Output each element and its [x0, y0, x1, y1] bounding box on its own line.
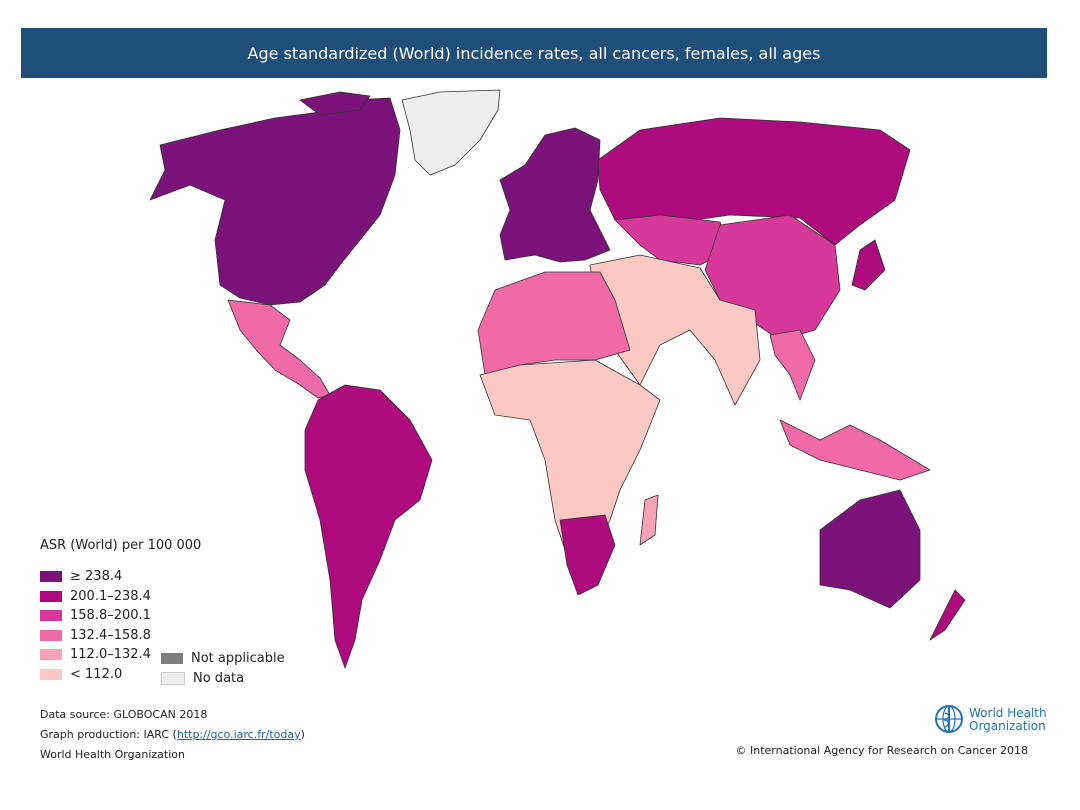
legend-swatch-1 [40, 571, 62, 583]
region-middle-east [589, 254, 761, 406]
who-emblem-icon [935, 705, 963, 733]
legend-swatch-2 [40, 590, 62, 602]
graph-production-prefix: Graph production: IARC ( [40, 728, 177, 741]
legend-item-4: 132.4–158.8 [40, 626, 201, 646]
legend-label-no-data: No data [193, 670, 245, 686]
legend-item-3: 158.8–200.1 [40, 606, 201, 626]
legend-label-not-applicable: Not applicable [191, 650, 285, 666]
legend-swatch-4 [40, 629, 62, 641]
map-title: Age standardized (World) incidence rates… [247, 43, 821, 63]
legend-item-2: 200.1–238.4 [40, 587, 201, 607]
region-south-america [304, 384, 433, 669]
region-north-america [149, 97, 401, 306]
region-sub-saharan-africa [479, 359, 661, 566]
legend-swatch-no-data [161, 671, 185, 685]
legend-item-1: ≥ 238.4 [40, 567, 201, 587]
region-indonesia [779, 419, 931, 481]
legend-swatch-6 [40, 668, 62, 680]
iarc-link[interactable]: http://gco.iarc.fr/today [176, 728, 301, 741]
region-australia [819, 489, 921, 609]
map-title-bar: Age standardized (World) incidence rates… [21, 28, 1047, 78]
legend-item-6: < 112.0 [40, 665, 201, 685]
region-southern-africa [559, 514, 616, 596]
region-greenland [401, 89, 501, 176]
legend: ASR (World) per 100 000 ≥ 238.4 200.1–23… [40, 538, 201, 684]
graph-production-suffix: ) [300, 728, 305, 741]
footer-credits: Data source: GLOBOCAN 2018 Graph product… [40, 705, 305, 765]
copyright: © International Agency for Research on C… [735, 744, 1029, 757]
region-madagascar [639, 494, 659, 546]
who-text-line1: World Health [969, 706, 1047, 720]
region-new-zealand [929, 589, 966, 641]
legend-title: ASR (World) per 100 000 [40, 538, 202, 553]
who-logo: World Health Organization [933, 703, 1047, 737]
legend-label-1: ≥ 238.4 [70, 569, 123, 585]
graph-production: Graph production: IARC (http://gco.iarc.… [40, 725, 305, 745]
legend-label-3: 158.8–200.1 [70, 608, 151, 624]
who-text-line2: Organization [969, 719, 1046, 733]
region-japan [851, 239, 886, 291]
legend-swatch-3 [40, 610, 62, 622]
legend-swatch-5 [40, 649, 62, 661]
who-text: World Health Organization [969, 707, 1047, 733]
region-north-africa [477, 271, 631, 376]
legend-item-not-applicable: Not applicable [161, 648, 285, 668]
legend-label-4: 132.4–158.8 [70, 627, 151, 643]
legend-swatch-not-applicable [161, 652, 183, 664]
legend-item-5: 112.0–132.4 [40, 645, 201, 665]
region-arctic-islands [299, 91, 371, 116]
region-central-america [227, 299, 331, 399]
region-europe [499, 127, 611, 263]
region-southeast-asia [769, 329, 816, 401]
legend-item-no-data: No data [161, 668, 285, 688]
org-name: World Health Organization [40, 748, 185, 761]
legend-label-6: < 112.0 [70, 666, 123, 682]
legend-label-2: 200.1–238.4 [70, 588, 151, 604]
legend-label-5: 112.0–132.4 [70, 647, 151, 663]
data-source: Data source: GLOBOCAN 2018 [40, 708, 208, 721]
legend-extra: Not applicable No data [161, 648, 285, 688]
